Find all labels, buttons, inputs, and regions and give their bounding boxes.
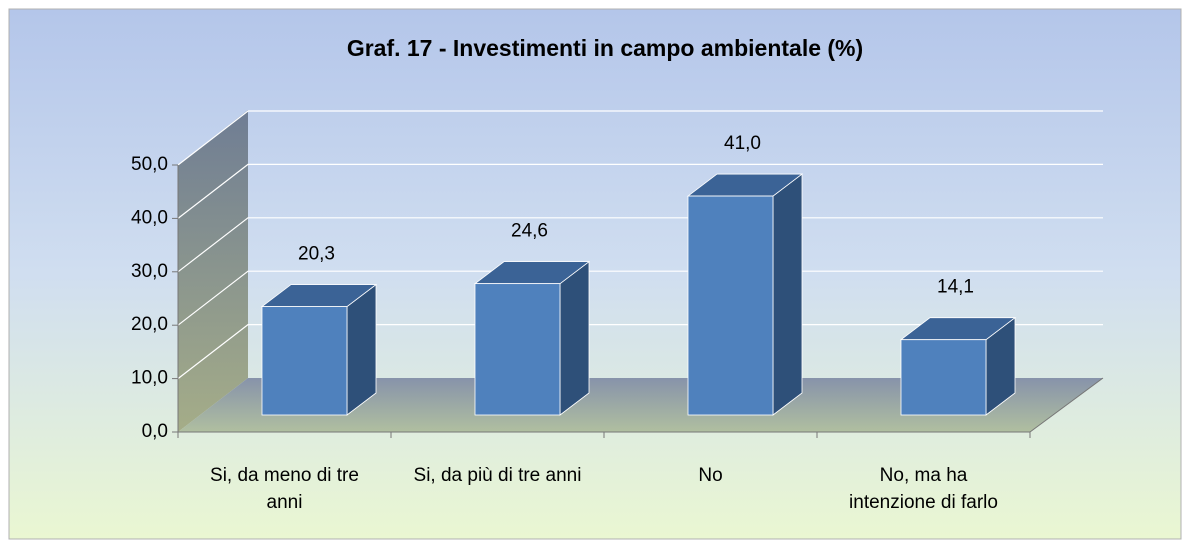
- bar-side: [559, 260, 590, 416]
- bar: [900, 339, 987, 416]
- value-label: 24,6: [511, 221, 548, 242]
- bar: [474, 283, 561, 416]
- value-label: 20,3: [298, 244, 335, 265]
- grid-line: [177, 217, 1103, 273]
- side-wall: [178, 110, 248, 432]
- y-tick-label: 0,0: [142, 421, 168, 442]
- floor-edge: [1029, 377, 1104, 433]
- chart-title: Graf. 17 - Investimenti in campo ambient…: [347, 35, 863, 61]
- value-label: 41,0: [724, 133, 761, 154]
- y-tick-label: 50,0: [131, 154, 168, 175]
- y-tick-label: 20,0: [131, 314, 168, 335]
- x-tick-label: No: [698, 465, 723, 486]
- grid-line: [177, 110, 1103, 166]
- grid-line: [177, 163, 1103, 219]
- value-label: 14,1: [937, 277, 974, 298]
- x-tick-label: Si, da più di tre anni: [413, 465, 582, 486]
- grid-line: [177, 324, 1103, 380]
- bar: [261, 306, 348, 416]
- y-tick-label: 40,0: [131, 207, 168, 228]
- x-tick-label: Si, da meno di tre anni: [210, 465, 359, 513]
- bar-side: [346, 283, 377, 416]
- y-tick-label: 30,0: [131, 261, 168, 282]
- grid-line: [177, 270, 1103, 326]
- bar-side: [772, 173, 803, 416]
- y-tick-label: 10,0: [131, 368, 168, 389]
- bar: [687, 195, 774, 416]
- floor: [178, 378, 1103, 432]
- x-tick-label: No, ma ha intenzione di farlo: [849, 465, 998, 513]
